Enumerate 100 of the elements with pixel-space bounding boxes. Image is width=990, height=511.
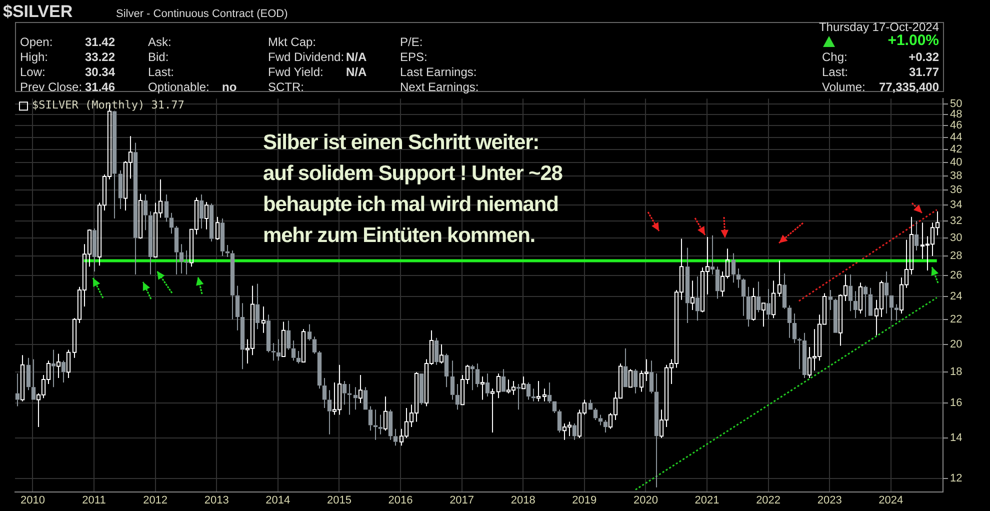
candlestick	[802, 332, 807, 378]
candlestick	[118, 170, 123, 210]
text: Open:	[20, 35, 53, 49]
candlestick	[787, 304, 792, 338]
candlestick	[884, 271, 889, 314]
candlestick	[281, 321, 286, 357]
candlestick	[368, 406, 373, 432]
candlestick	[475, 362, 480, 388]
y-tick-label: 30	[950, 232, 962, 244]
y-tick-label: 12	[950, 472, 962, 485]
candlestick	[833, 298, 838, 333]
candlestick	[112, 111, 117, 220]
text: Fwd Yield:	[268, 65, 324, 79]
candlestick	[496, 373, 501, 399]
candlestick	[312, 336, 317, 354]
candlestick	[92, 228, 97, 272]
candlestick	[266, 314, 271, 353]
candlestick	[690, 280, 695, 310]
y-tick-label: 36	[950, 184, 962, 196]
candlestick	[26, 357, 31, 391]
candlestick	[235, 285, 240, 331]
x-tick-label: 2017	[450, 494, 474, 507]
x-tick-label: 2018	[510, 494, 536, 507]
candlestick	[317, 350, 322, 390]
candlestick	[199, 194, 204, 229]
candlestick	[649, 360, 654, 394]
candlestick	[373, 409, 378, 440]
candlestick	[61, 360, 66, 383]
candlestick	[490, 388, 495, 433]
y-tick-label: 28	[950, 250, 962, 262]
candlestick	[848, 274, 853, 312]
y-tick-label: 16	[950, 397, 962, 410]
x-tick-label: 2015	[326, 494, 352, 507]
candlestick	[322, 377, 327, 408]
candlestick	[363, 386, 368, 410]
candlestick	[296, 350, 301, 364]
candlestick	[353, 386, 358, 410]
candlestick	[633, 368, 638, 394]
candlestick	[347, 384, 352, 416]
text: High:	[20, 50, 48, 64]
candlestick	[143, 194, 148, 231]
x-tick-label: 2014	[266, 494, 290, 507]
candlestick	[889, 295, 894, 322]
text: Optionable:	[148, 80, 210, 94]
text: Mkt Cap:	[268, 35, 316, 49]
x-tick-label: 2010	[20, 494, 45, 507]
chart-title: $SILVER	[3, 2, 73, 22]
x-tick-label: 2011	[82, 494, 106, 507]
candlestick	[782, 272, 787, 310]
candlestick	[741, 278, 746, 316]
candlestick	[542, 388, 547, 402]
text: 31.46	[85, 80, 116, 94]
candlestick	[521, 376, 526, 390]
candlestick	[623, 348, 628, 388]
candlestick	[66, 349, 71, 378]
candlestick	[276, 338, 281, 362]
candlestick	[572, 422, 577, 440]
candlestick	[291, 340, 296, 362]
candlestick	[868, 287, 873, 316]
y-tick-label: 48	[950, 108, 962, 121]
candlestick	[204, 201, 209, 230]
text: 33.22	[85, 50, 116, 64]
candlestick	[751, 287, 756, 322]
candlestick	[894, 304, 899, 322]
chart-subtitle: Silver - Continuous Contract (EOD)	[116, 7, 288, 21]
x-tick-label: 2023	[817, 494, 842, 507]
text: N/A	[346, 50, 367, 64]
text: Ask:	[148, 35, 172, 49]
text: EPS:	[400, 50, 428, 64]
x-tick-label: 2024	[878, 494, 904, 507]
text: Last:	[822, 65, 848, 79]
candlestick	[439, 344, 444, 364]
candlestick	[536, 380, 541, 402]
text: Bid:	[148, 50, 169, 64]
y-tick-label: 26	[950, 270, 962, 282]
text: no	[222, 80, 237, 94]
candlestick	[455, 384, 460, 410]
y-tick-label: 40	[950, 156, 962, 168]
candlestick	[444, 353, 449, 388]
candlestick	[174, 225, 179, 275]
candlestick	[766, 288, 771, 320]
x-tick-label: 2021	[694, 494, 720, 507]
text: P/E:	[400, 35, 423, 49]
candlestick	[853, 290, 858, 319]
candlestick	[133, 142, 138, 275]
candlestick	[777, 260, 782, 298]
candlestick	[138, 193, 143, 240]
candlestick	[710, 234, 715, 275]
candlestick	[736, 268, 741, 288]
candlestick	[526, 382, 531, 400]
candlestick	[393, 428, 398, 446]
candlestick	[220, 218, 225, 257]
y-tick-label: 24	[950, 290, 962, 303]
candlestick	[914, 220, 919, 251]
candlestick	[654, 373, 659, 488]
candlestick	[240, 302, 245, 370]
y-tick-label: 22	[950, 313, 962, 326]
candlestick	[756, 281, 761, 313]
candlestick	[56, 353, 61, 378]
candlestick	[863, 285, 868, 318]
